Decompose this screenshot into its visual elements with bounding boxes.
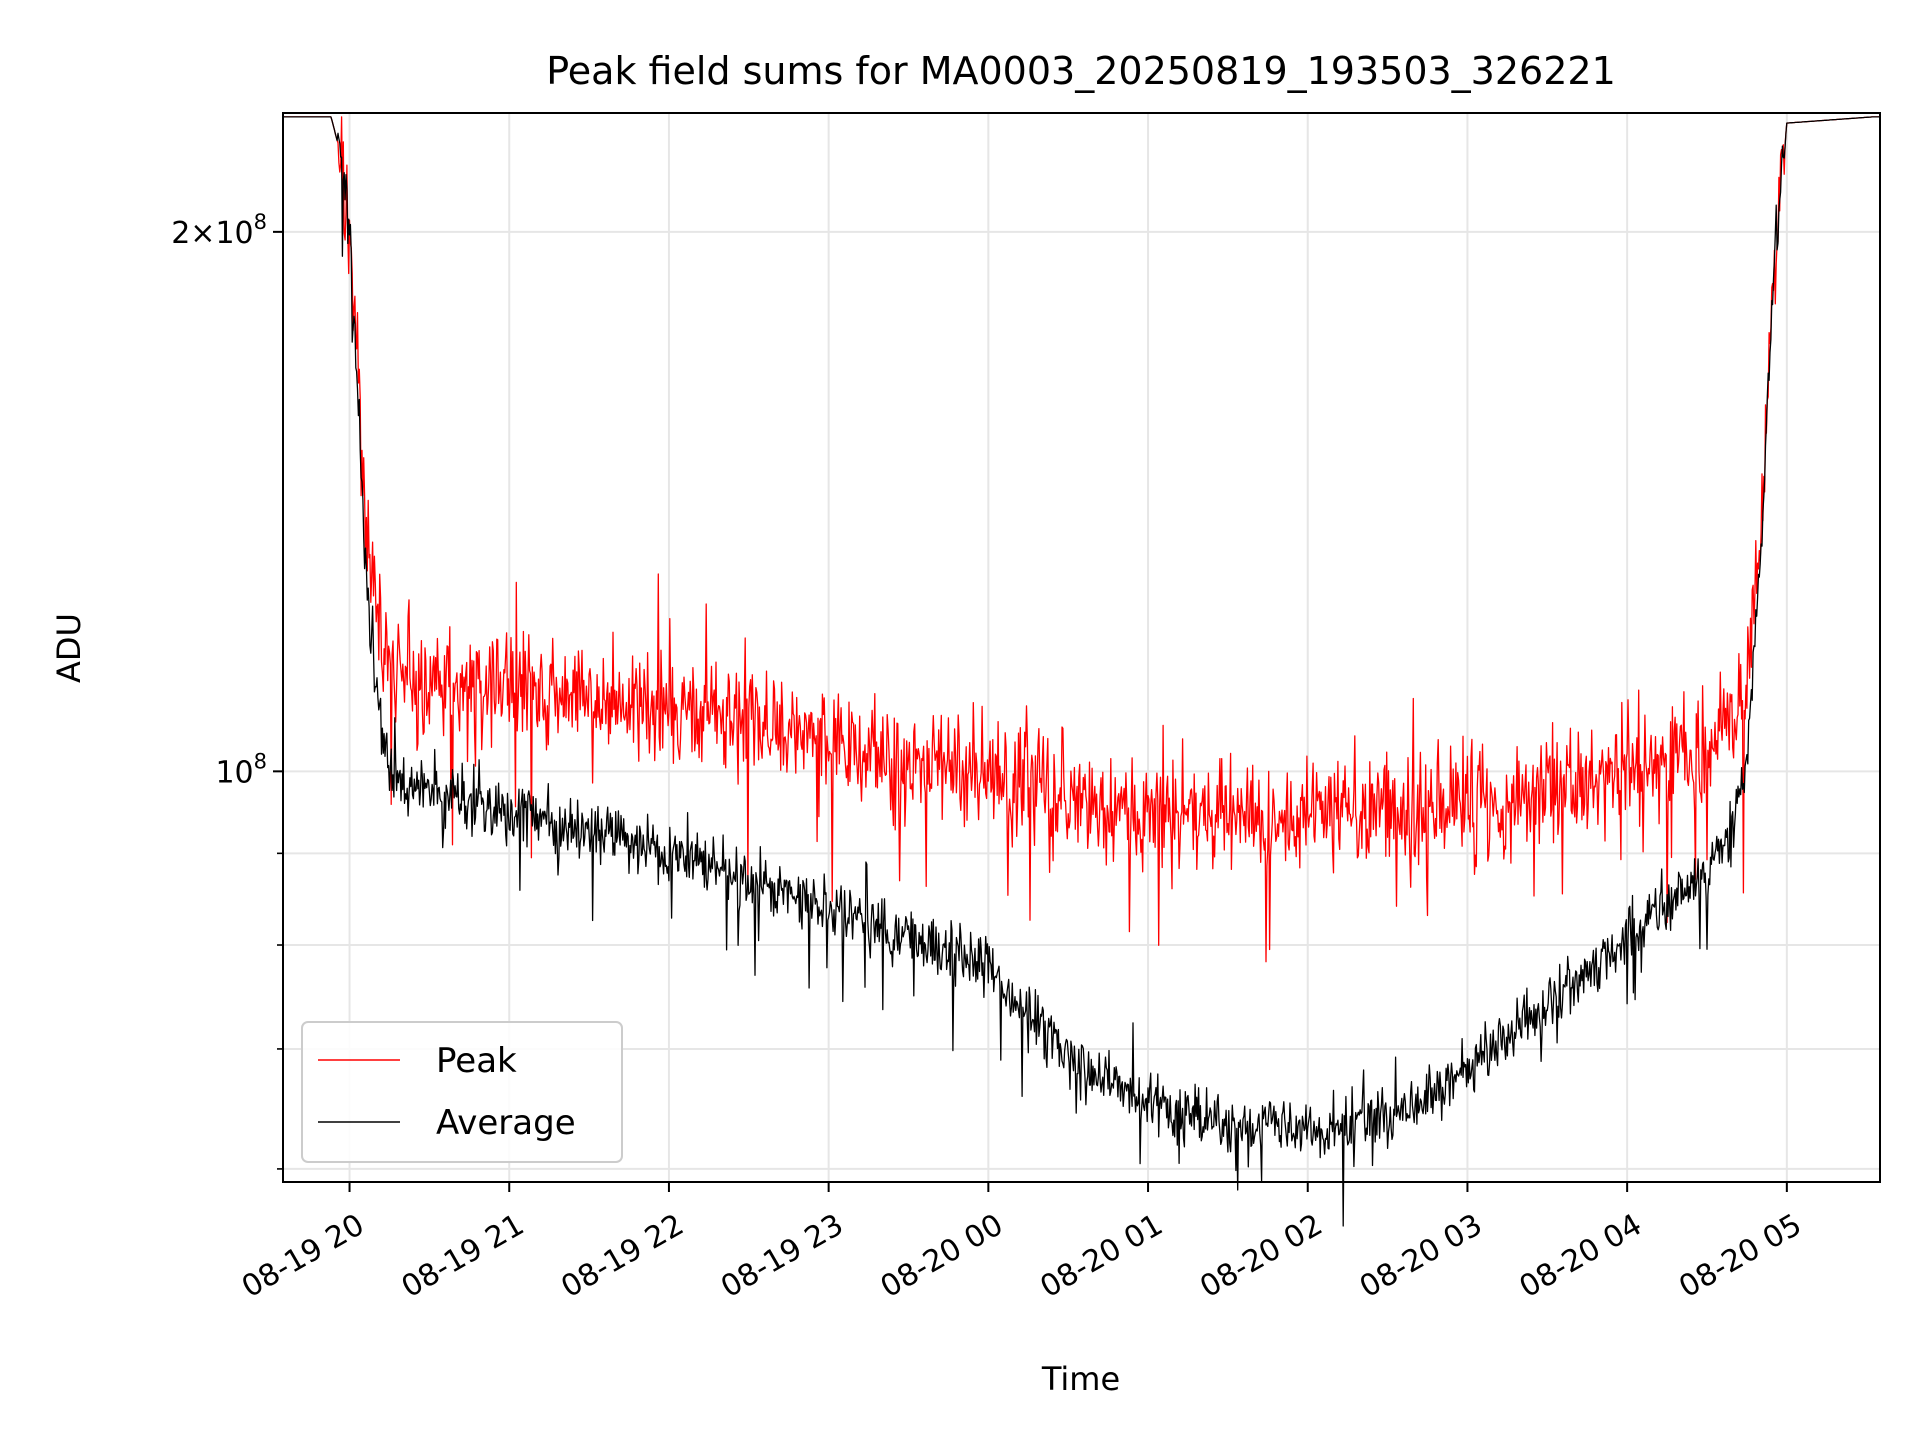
legend-frame <box>301 1021 623 1163</box>
legend-label-average: Average <box>436 1103 576 1143</box>
legend: Peak Average <box>301 1021 623 1163</box>
x-axis-label: Time <box>1041 1360 1120 1398</box>
y-tick-label: 2×108 <box>171 210 267 251</box>
series-line-peak <box>283 116 1880 963</box>
plot-lines <box>283 116 1880 1227</box>
y-tick-label: 108 <box>215 749 267 790</box>
chart-title: Peak field sums for MA0003_20250819_1935… <box>546 49 1616 93</box>
legend-label-peak: Peak <box>436 1041 517 1081</box>
axes-frame <box>282 112 1881 1183</box>
series-line-average <box>283 116 1880 1227</box>
y-axis-label: ADU <box>50 613 88 683</box>
